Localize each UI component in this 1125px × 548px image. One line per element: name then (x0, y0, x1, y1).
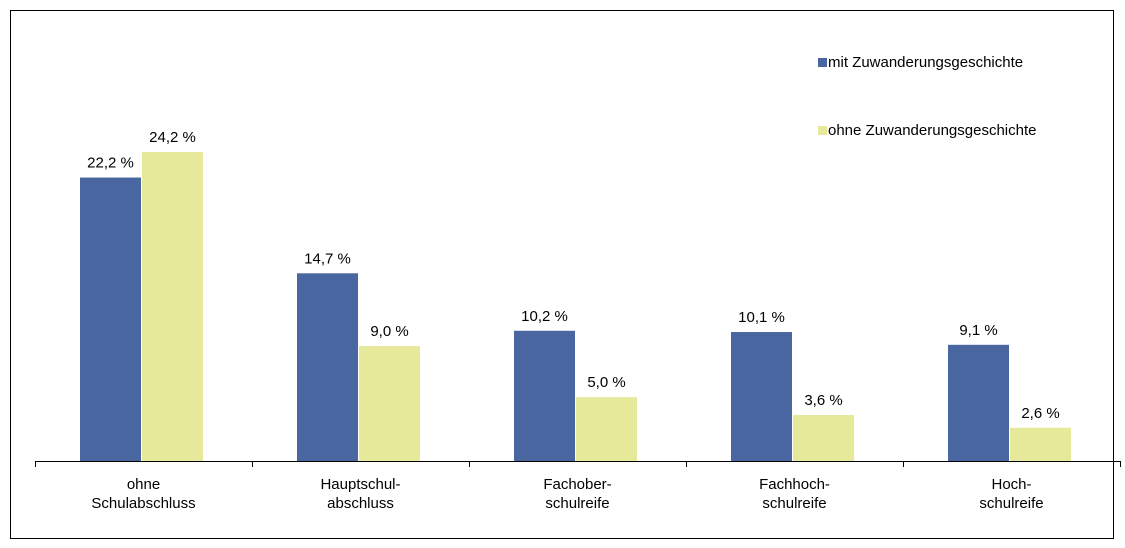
x-tick-label-line: abschluss (327, 495, 394, 512)
data-label: 9,1 % (959, 322, 997, 339)
data-label: 14,7 % (304, 250, 351, 267)
x-tick-label-line: Schulabschluss (91, 495, 195, 512)
bar (359, 346, 420, 461)
x-tick-label-line: schulreife (762, 495, 826, 512)
data-label: 10,1 % (738, 309, 785, 326)
legend-label: mit Zuwanderungsgeschichte (828, 54, 1023, 71)
chart-frame (10, 10, 1114, 539)
data-label: 3,6 % (804, 392, 842, 409)
data-label: 22,2 % (87, 155, 134, 172)
bar (731, 332, 792, 461)
data-label: 9,0 % (370, 323, 408, 340)
x-tick-label-line: Fachhoch- (759, 476, 830, 493)
legend-swatch (818, 58, 827, 67)
x-tick-label: Hauptschul-abschluss (320, 476, 400, 512)
x-tick-label-line: Hoch- (991, 476, 1031, 493)
legend-swatch (818, 126, 827, 135)
data-label: 10,2 % (521, 308, 568, 325)
x-tick-label: ohne Schulabschluss (91, 476, 195, 512)
x-tick-label-line: Fachober- (543, 476, 611, 493)
x-tick-label: Fachhoch-schulreife (759, 476, 830, 512)
bar (514, 330, 575, 461)
x-tick-label: Fachober-schulreife (543, 476, 611, 512)
x-tick-label: Hoch-schulreife (979, 476, 1043, 512)
bar (576, 397, 637, 461)
x-tick-label-line: Hauptschul- (320, 476, 400, 493)
bar (142, 152, 203, 461)
bar (793, 415, 854, 461)
data-label: 24,2 % (149, 129, 196, 146)
bar (297, 273, 358, 461)
bar (948, 344, 1009, 461)
data-label: 5,0 % (587, 374, 625, 391)
legend-label: ohne Zuwanderungsgeschichte (828, 122, 1036, 139)
bar (1010, 427, 1071, 461)
x-tick-label-line: schulreife (545, 495, 609, 512)
x-tick-label-line: schulreife (979, 495, 1043, 512)
x-tick-label-line: ohne (127, 476, 160, 493)
data-label: 2,6 % (1021, 405, 1059, 422)
bar (80, 177, 141, 462)
